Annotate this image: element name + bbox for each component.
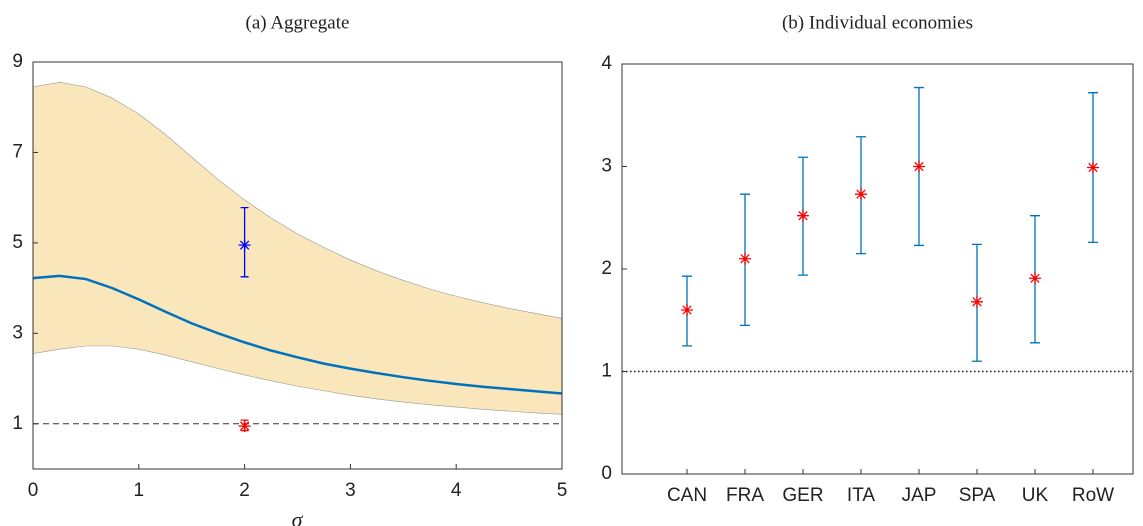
point (238, 420, 251, 433)
y-tick-label: 0 (601, 463, 612, 484)
x-tick-label: ITA (847, 485, 875, 506)
point (739, 252, 751, 265)
x-tick-label: UK (1022, 485, 1049, 506)
point (797, 209, 809, 222)
point (913, 160, 925, 173)
x-tick-label: 0 (28, 480, 39, 501)
chart-title: (b) Individual economies (782, 12, 973, 33)
y-tick-label: 9 (12, 51, 23, 72)
y-tick-label: 4 (601, 53, 612, 74)
point (681, 304, 693, 316)
x-axis-label: σ (292, 507, 304, 526)
y-tick-label: 2 (601, 258, 612, 279)
chart-title: (a) Aggregate (246, 12, 350, 33)
line (32, 274, 563, 395)
x-tick-label: 3 (345, 480, 356, 501)
x-tick-label: 2 (239, 480, 250, 501)
axes-box (621, 63, 1134, 475)
x-tick-label: JAP (902, 485, 937, 506)
x-tick-label: SPA (959, 485, 996, 506)
axes-box (32, 61, 563, 470)
x-tick-label: CAN (667, 485, 707, 506)
x-tick-label: 4 (451, 480, 462, 501)
x-tick-label: 5 (557, 480, 568, 501)
confidence-band (32, 82, 563, 415)
point (855, 188, 867, 201)
point (238, 239, 251, 252)
y-tick-label: 1 (12, 413, 23, 434)
x-tick-label: GER (782, 485, 823, 506)
x-tick-label: FRA (726, 485, 764, 506)
y-tick-label: 1 (601, 361, 612, 382)
x-tick-label: RoW (1072, 485, 1114, 506)
y-tick-label: 5 (12, 232, 23, 253)
point (1087, 161, 1099, 174)
x-tick-label: 1 (134, 480, 145, 501)
point (1029, 272, 1041, 285)
point (971, 295, 983, 308)
y-tick-label: 3 (601, 156, 612, 177)
y-tick-label: 3 (12, 322, 23, 343)
y-tick-label: 7 (12, 141, 23, 162)
